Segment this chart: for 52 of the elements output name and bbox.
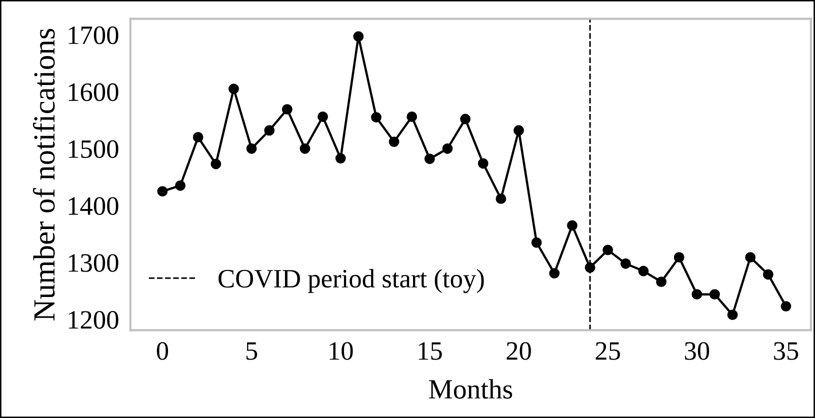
point xyxy=(192,132,204,142)
y-tick-label: 1700 xyxy=(68,26,118,44)
point xyxy=(424,154,435,164)
point xyxy=(549,268,560,278)
point xyxy=(246,143,257,154)
point xyxy=(388,136,400,147)
point xyxy=(175,180,186,191)
point xyxy=(602,244,614,256)
point xyxy=(282,104,292,115)
point xyxy=(656,276,666,288)
x-tick-label: 5 xyxy=(246,342,258,360)
point xyxy=(692,289,702,300)
point xyxy=(762,269,774,280)
point xyxy=(300,143,310,154)
y-tick-label: 1300 xyxy=(68,254,118,272)
point xyxy=(478,158,488,169)
point xyxy=(353,31,364,42)
point xyxy=(264,125,275,136)
point xyxy=(674,252,684,263)
y-tick-label: 1600 xyxy=(68,83,118,102)
point xyxy=(210,158,222,170)
point xyxy=(638,266,649,276)
y-tick-label: 1400 xyxy=(68,197,118,215)
point xyxy=(157,186,168,197)
x-tick-label: 35 xyxy=(774,342,798,360)
point xyxy=(710,289,720,300)
y-tick-label: 1200 xyxy=(68,311,118,329)
point xyxy=(727,310,738,320)
ref-line-label: COVID period start (toy) xyxy=(218,269,484,294)
point xyxy=(745,252,756,263)
x-tick-label: 20 xyxy=(506,342,531,360)
x-tick-label: 0 xyxy=(156,342,168,360)
point xyxy=(514,125,524,136)
point xyxy=(780,301,792,312)
x-tick-label: 15 xyxy=(418,342,442,360)
point xyxy=(531,237,542,248)
point xyxy=(335,153,346,164)
y-tick-label: 1500 xyxy=(68,140,118,158)
x-tick-label: 30 xyxy=(684,342,710,360)
point xyxy=(318,112,328,122)
point xyxy=(406,112,418,122)
point xyxy=(567,220,578,231)
x-axis-title: Months xyxy=(429,379,512,399)
point xyxy=(620,258,631,269)
x-tick-label: 25 xyxy=(596,342,620,360)
point xyxy=(228,84,239,94)
point xyxy=(460,114,471,124)
point xyxy=(496,194,506,204)
x-tick-label: 10 xyxy=(330,342,353,360)
y-axis-title: Number of notifications xyxy=(32,28,55,320)
point xyxy=(371,112,382,123)
point xyxy=(442,143,453,154)
